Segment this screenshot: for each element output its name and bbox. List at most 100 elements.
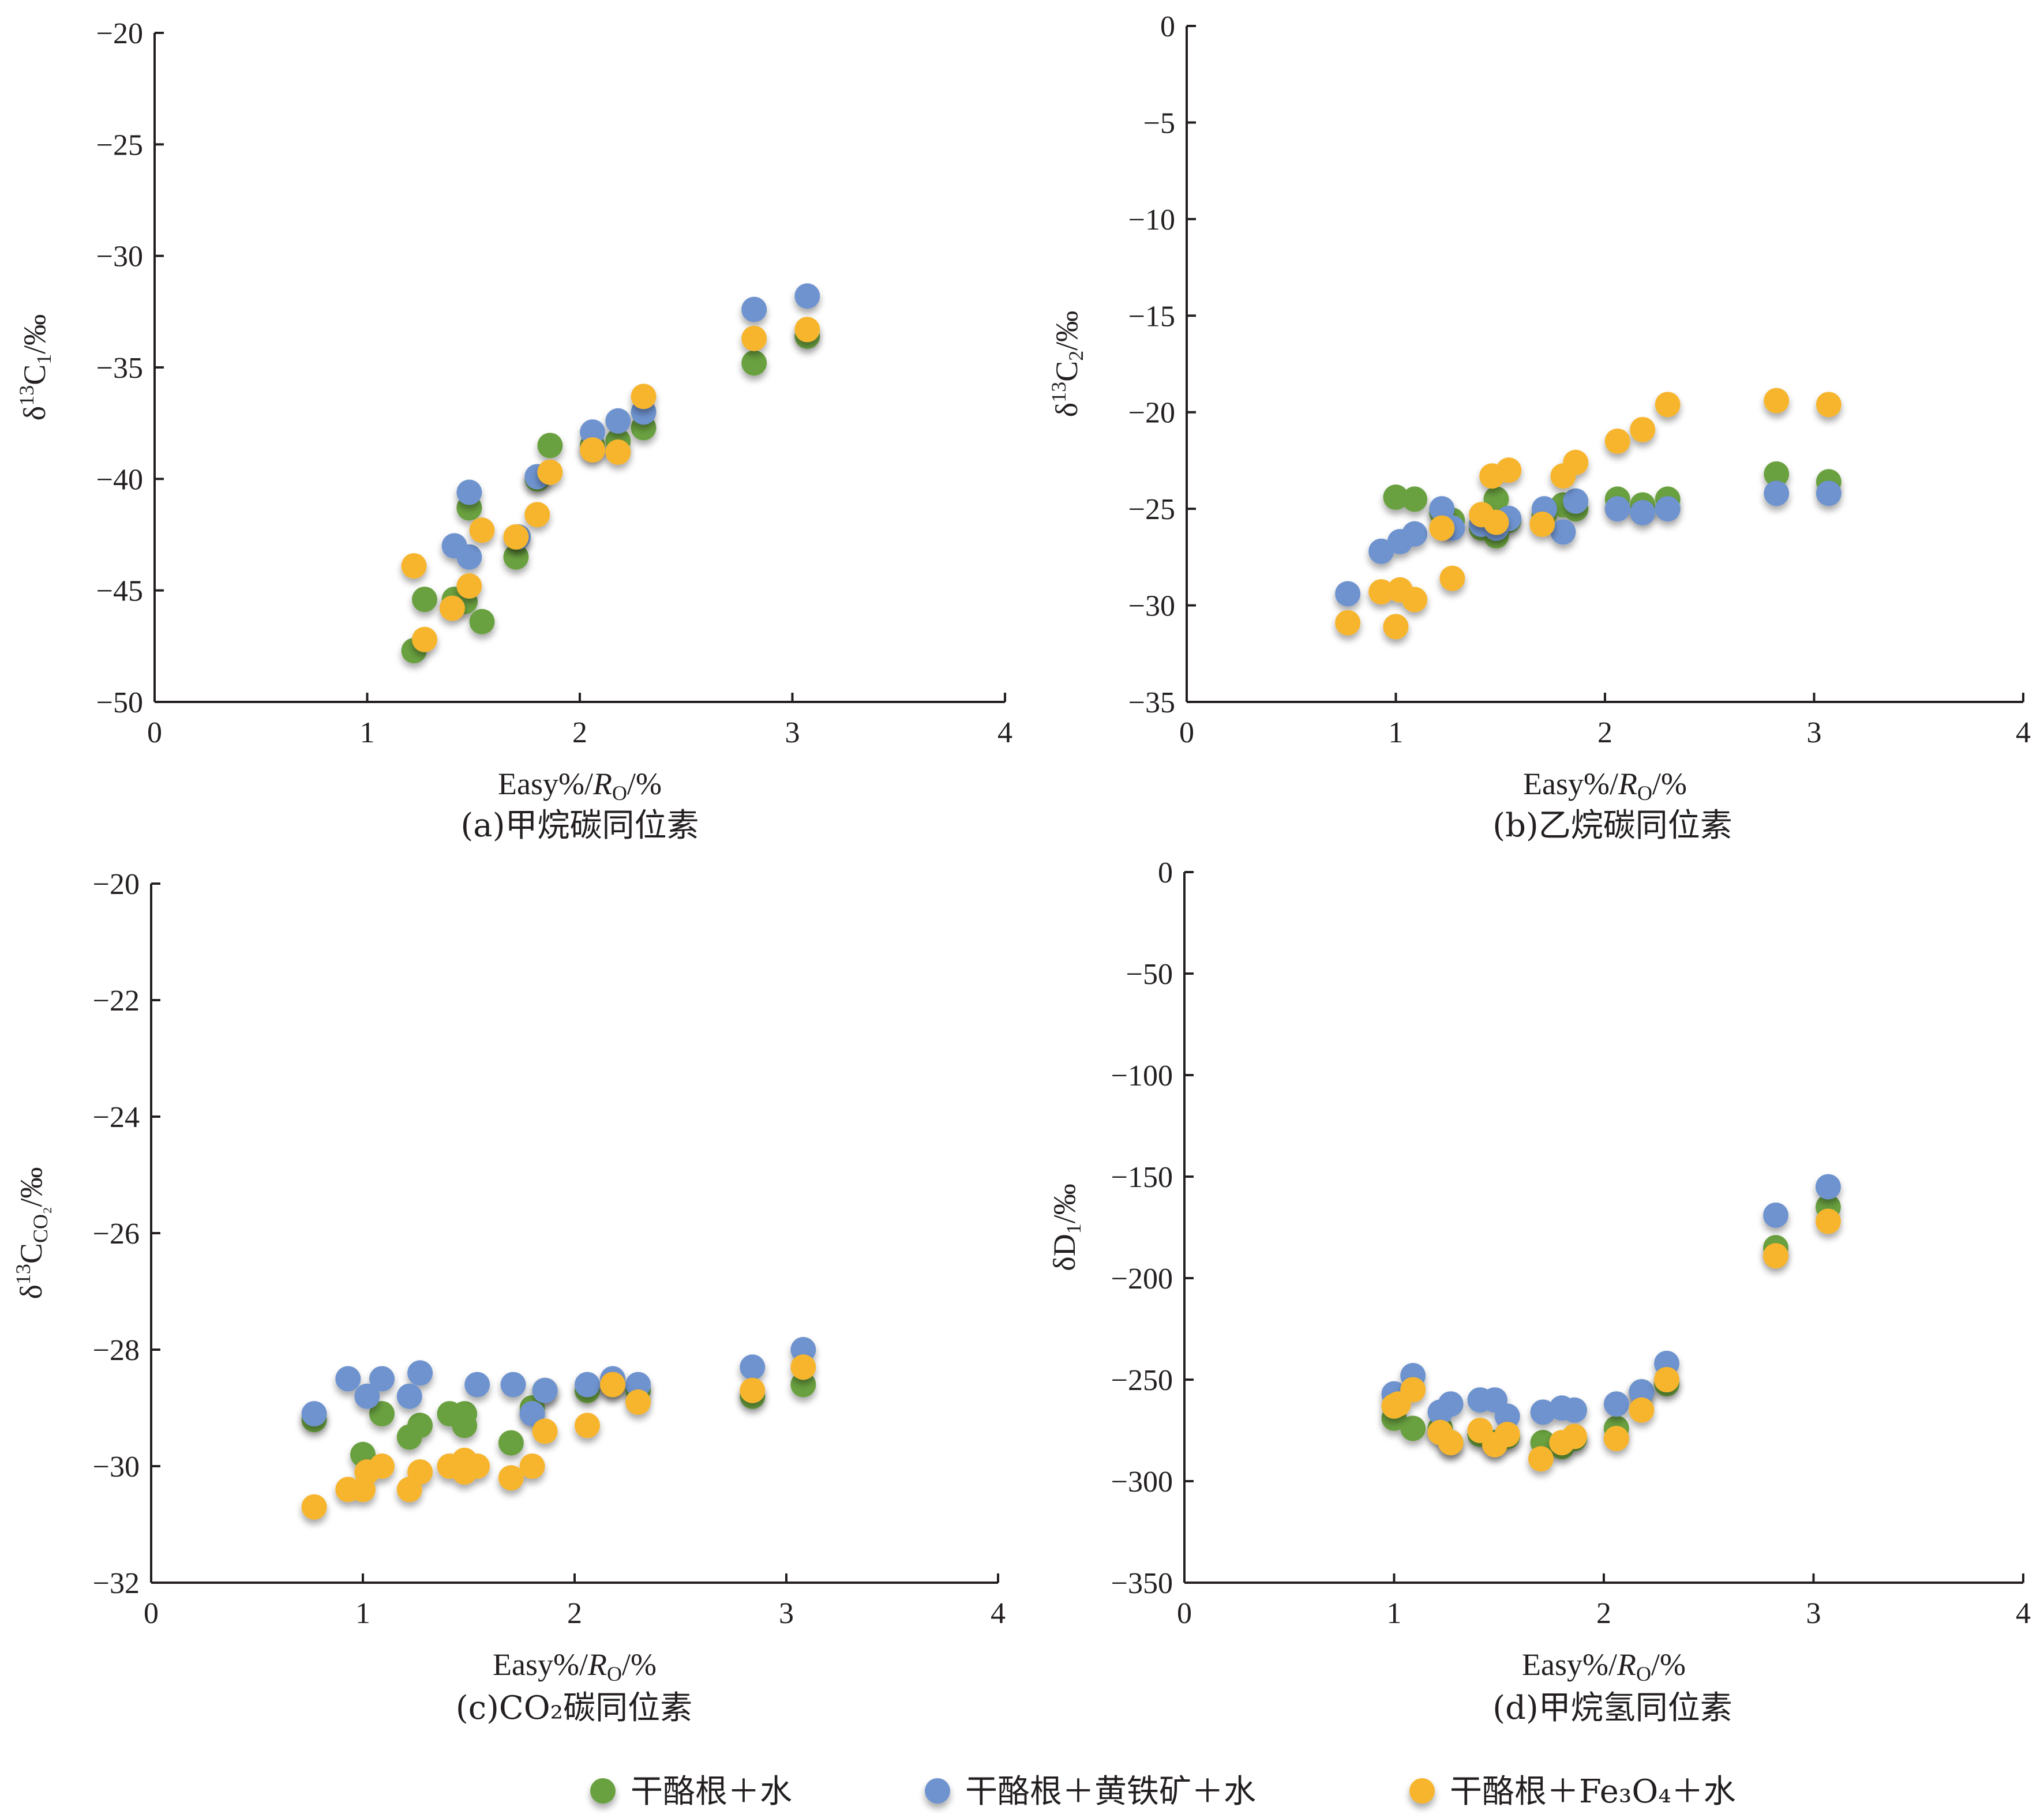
data-point: [580, 437, 606, 463]
data-point: [1630, 416, 1656, 442]
data-point: [794, 317, 820, 343]
y-axis-title: δ13​CCO₂​/‰: [12, 1167, 52, 1299]
y-tick-label: −26: [93, 1218, 140, 1250]
y-tick-label: −25: [1128, 493, 1175, 526]
data-point: [1368, 579, 1394, 605]
panel-caption: (b)乙烷碳同位素: [1492, 807, 1732, 844]
legend-label: 干酪根＋水: [631, 1773, 792, 1811]
y-tick-label: −150: [1111, 1161, 1173, 1194]
y-tick-label: −5: [1143, 107, 1175, 140]
data-point: [1603, 1391, 1629, 1417]
y-axis-title: δ13​C2​/‰: [1047, 311, 1087, 418]
data-point: [1335, 610, 1361, 636]
data-point: [1383, 614, 1409, 640]
data-point: [600, 1372, 626, 1398]
series-2: [401, 317, 820, 652]
panel-caption: (c)CO₂碳同位素: [456, 1689, 692, 1727]
data-point: [575, 1372, 601, 1398]
data-point: [537, 433, 563, 459]
data-point: [1816, 392, 1842, 418]
x-tick-label: 1: [360, 716, 375, 749]
data-point: [605, 439, 631, 465]
x-tick-label: 0: [1179, 716, 1194, 749]
data-point: [580, 419, 606, 445]
data-point: [369, 1453, 395, 1479]
y-tick-label: −20: [1128, 397, 1175, 430]
y-tick-label: −45: [96, 575, 143, 608]
data-point: [605, 408, 631, 434]
y-tick-label: −28: [93, 1334, 140, 1367]
series-2: [301, 1354, 816, 1520]
data-point: [396, 1383, 422, 1409]
y-tick-label: −350: [1111, 1567, 1173, 1600]
y-tick-label: −25: [96, 129, 143, 161]
data-point: [469, 608, 495, 634]
x-tick-label: 4: [997, 716, 1012, 749]
data-point: [1654, 1367, 1680, 1392]
data-point: [1603, 1426, 1629, 1452]
y-axis-title: δ13​C1​/‰: [15, 314, 55, 421]
x-tick-label: 0: [1177, 1597, 1192, 1630]
data-point: [741, 325, 767, 351]
y-axis-title: δD1​/‰: [1047, 1184, 1085, 1271]
data-point: [456, 573, 482, 599]
panel-caption: (a)甲烷碳同位素: [460, 807, 699, 844]
data-point: [1763, 1243, 1789, 1269]
data-point: [1402, 521, 1428, 547]
legend-item-2: 干酪根＋Fe₃O₄＋水: [1409, 1773, 1736, 1811]
data-point: [1383, 484, 1409, 510]
data-point: [519, 1401, 545, 1427]
y-tick-label: −10: [1128, 204, 1175, 236]
x-axis-title: Easy%/RO/%: [498, 767, 662, 805]
data-point: [1764, 461, 1790, 487]
data-point: [456, 544, 482, 570]
data-point: [741, 350, 767, 376]
data-point: [354, 1383, 380, 1409]
x-tick-label: 1: [355, 1597, 370, 1630]
legend: 干酪根＋水 干酪根＋黄铁矿＋水 干酪根＋Fe₃O₄＋水: [590, 1773, 1736, 1811]
data-point: [1438, 1391, 1464, 1417]
series-1: [441, 283, 820, 570]
panel-c: −20 −22 −24 −26 −28 −30 −320 1 2 3 4 Easy%/RO/% δ13​…: [12, 868, 1006, 1727]
data-point: [625, 1389, 651, 1415]
x-tick-label: 3: [1806, 1597, 1821, 1630]
data-point: [411, 626, 437, 652]
data-point: [790, 1337, 816, 1362]
data-point: [301, 1494, 327, 1520]
data-point: [1429, 496, 1455, 522]
data-point: [401, 553, 427, 579]
data-point: [1655, 392, 1681, 418]
data-point: [1400, 1377, 1426, 1403]
data-point: [452, 1413, 478, 1438]
data-point: [1400, 1415, 1426, 1441]
data-point: [1562, 1397, 1588, 1423]
x-axis-title: Easy%/RO/%: [1522, 1647, 1686, 1685]
data-point: [439, 595, 465, 621]
data-point: [469, 517, 495, 543]
data-point: [407, 1413, 433, 1438]
series-2: [1381, 1208, 1841, 1472]
x-tick-label: 2: [1597, 716, 1612, 749]
y-tick-label: −250: [1111, 1364, 1173, 1397]
data-point: [1368, 538, 1394, 564]
series-1: [1381, 1174, 1841, 1429]
panel-a: −20 −25 −30 −35 −40 −45 −500 1 2 3 4 Easy%/RO/% δ13​…: [15, 17, 1012, 844]
series-2: [1335, 388, 1842, 640]
data-point: [1402, 486, 1428, 512]
data-point: [369, 1401, 395, 1427]
y-tick-label: −30: [1128, 590, 1175, 623]
legend-label: 干酪根＋Fe₃O₄＋水: [1450, 1773, 1736, 1811]
data-point: [464, 1372, 490, 1398]
data-point: [500, 1372, 526, 1398]
data-point: [537, 459, 563, 485]
data-point: [741, 296, 767, 322]
data-point: [1815, 1174, 1841, 1200]
y-tick-label: −32: [93, 1567, 140, 1600]
legend-marker: [590, 1778, 616, 1804]
y-tick-label: −24: [93, 1101, 140, 1134]
x-tick-label: 3: [1807, 716, 1822, 749]
data-point: [464, 1453, 490, 1479]
data-point: [369, 1366, 395, 1392]
